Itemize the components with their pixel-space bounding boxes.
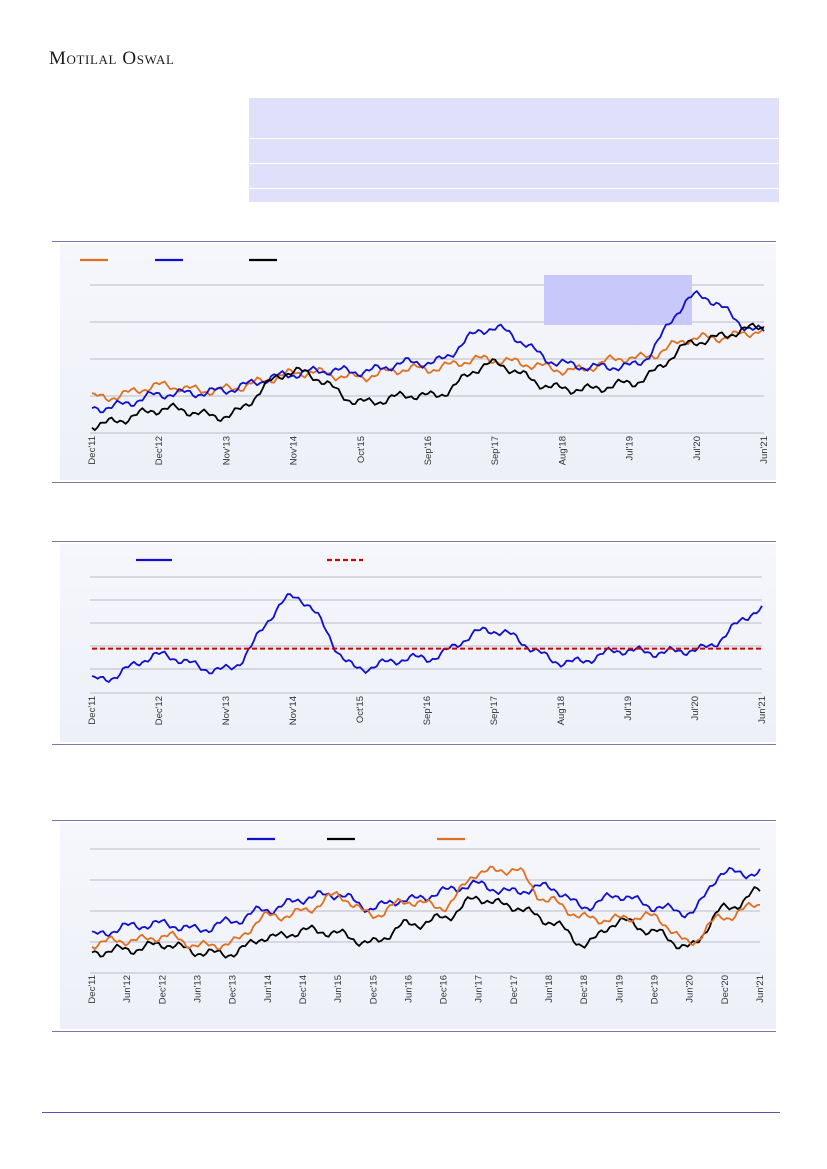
x-tick-label: Dec'19 [650, 975, 661, 1004]
chart-3: Dec'11 Jun'12 Dec'12 Jun'13 Dec'13 Jun'14 Dec'… [87, 837, 766, 1004]
highlight-box [544, 275, 692, 325]
x-tick-label: Nov'13 [221, 696, 232, 725]
brand-logo: Motilal Oswal [49, 48, 175, 69]
x-tick-label: Dec'12 [157, 975, 168, 1004]
x-tick-label: Sep'17 [490, 436, 501, 465]
chart-panel-3: Dec'11 Jun'12 Dec'12 Jun'13 Dec'13 Jun'14 Dec'… [52, 820, 776, 1032]
table-row [249, 98, 779, 139]
series-orange-line [91, 865, 761, 951]
series-blue-line [91, 593, 763, 683]
x-tick-label: Jun'17 [474, 975, 485, 1003]
x-tick-label: Dec'11 [87, 436, 98, 465]
x-tick-label: Dec'20 [720, 975, 731, 1004]
x-tick-label: Sep'16 [422, 696, 433, 725]
x-tick-label: Sep'16 [423, 436, 434, 465]
table-row [249, 139, 779, 164]
x-tick-label: Oct'15 [355, 696, 366, 723]
x-tick-label: Jun'21 [759, 436, 770, 464]
x-tick-label: Jul'20 [692, 436, 703, 461]
x-tick-label: Aug'18 [556, 696, 567, 725]
series-orange-line [91, 325, 765, 403]
x-tick-label: Dec'11 [87, 975, 98, 1004]
x-tick-label: Jun'13 [192, 975, 203, 1003]
x-tick-label: Nov'13 [221, 436, 232, 465]
x-tick-label: Nov'14 [289, 436, 300, 465]
x-tick-label: Jul'19 [625, 436, 636, 461]
chart-1: Dec'11 Dec'12 Nov'13 Nov'14 Oct'15 Sep'16 Sep'… [80, 258, 770, 465]
series-blue-line [91, 290, 765, 414]
x-tick-label: Dec'13 [228, 975, 239, 1004]
x-tick-label: Jun'12 [122, 975, 133, 1003]
x-tick-label: Dec'18 [579, 975, 590, 1004]
x-tick-label: Dec'11 [87, 696, 98, 725]
x-tick-label: Jun'19 [614, 975, 625, 1003]
x-tick-label: Jun'15 [333, 975, 344, 1003]
info-table [249, 98, 779, 202]
series-black-line [91, 322, 764, 431]
x-tick-label: Dec'16 [439, 975, 450, 1004]
x-tick-label: Jul'19 [623, 696, 634, 721]
x-tick-label: Dec'15 [368, 975, 379, 1004]
chart-2: Dec'11 Dec'12 Nov'13 Nov'14 Oct'15 Sep'16 Sep'… [87, 558, 768, 725]
x-tick-label: Dec'14 [298, 975, 309, 1004]
x-tick-label: Jun'21 [755, 975, 766, 1003]
x-tick-label: Dec'12 [154, 436, 165, 465]
series-blue-line [91, 866, 761, 938]
x-tick-label: Jun'18 [544, 975, 555, 1003]
chart-panel-2: Dec'11 Dec'12 Nov'13 Nov'14 Oct'15 Sep'16 Sep'… [52, 541, 776, 745]
x-tick-label: Jun'14 [263, 975, 274, 1003]
x-tick-label: Jun'21 [757, 696, 768, 724]
x-tick-label: Sep'17 [489, 696, 500, 725]
x-tick-label: Jul'20 [690, 696, 701, 721]
series-black-line [91, 886, 761, 959]
x-tick-label: Oct'15 [356, 436, 367, 463]
x-tick-label: Dec'17 [509, 975, 520, 1004]
chart-panel-1: Dec'11 Dec'12 Nov'13 Nov'14 Oct'15 Sep'16 Sep'… [52, 241, 776, 483]
x-tick-label: Jun'16 [403, 975, 414, 1003]
x-tick-label: Dec'12 [154, 696, 165, 725]
x-tick-label: Jun'20 [685, 975, 696, 1003]
table-row [249, 164, 779, 189]
footer-divider [42, 1112, 780, 1113]
x-tick-label: Nov'14 [288, 696, 299, 725]
x-tick-label: Aug'18 [557, 436, 568, 465]
